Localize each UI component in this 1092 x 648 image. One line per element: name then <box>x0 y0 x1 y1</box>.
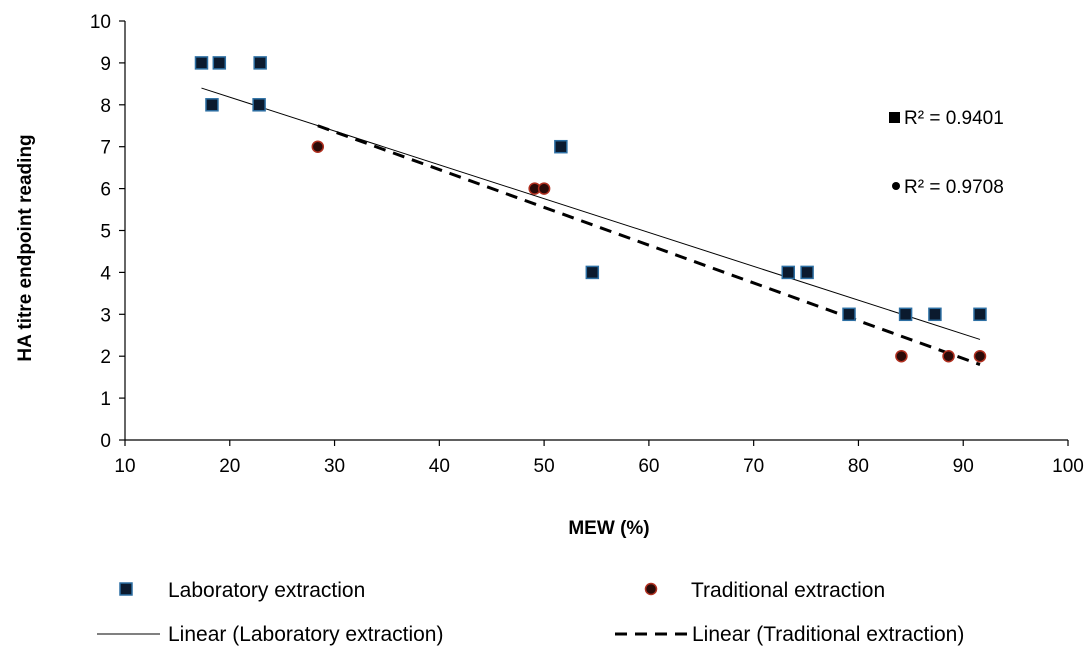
x-tick-label: 30 <box>324 456 345 477</box>
x-axis-title: MEW (%) <box>568 518 649 539</box>
r2-laboratory-text: R² = 0.9401 <box>904 108 1004 129</box>
x-tick-label: 100 <box>1052 456 1084 477</box>
y-tick-label: 2 <box>100 347 111 368</box>
y-tick-label: 6 <box>100 180 111 201</box>
y-tick-label: 0 <box>100 431 111 452</box>
x-tick-label: 20 <box>219 456 240 477</box>
point-laboratory <box>252 98 266 112</box>
r2-traditional-text: R² = 0.9708 <box>904 177 1004 198</box>
legend-label-linear-laboratory: Linear (Laboratory extraction) <box>168 623 443 646</box>
legend-item-linear-laboratory: Linear (Laboratory extraction) <box>97 623 443 646</box>
y-tick-label: 1 <box>100 389 111 410</box>
y-axis-title: HA titre endpoint reading <box>15 134 36 361</box>
x-tick-label: 10 <box>114 456 135 477</box>
data-points <box>194 56 987 363</box>
point-laboratory <box>781 265 795 280</box>
legend-item-linear-traditional: Linear (Traditional extraction) <box>615 623 964 646</box>
legend-item-traditional: Traditional extraction <box>644 579 885 602</box>
point-laboratory <box>585 265 600 280</box>
y-tick-label: 9 <box>100 54 111 75</box>
x-tick-label: 40 <box>429 456 450 477</box>
point-laboratory <box>554 139 568 154</box>
point-laboratory <box>253 56 267 70</box>
point-traditional <box>973 349 987 363</box>
r2-laboratory-marker <box>889 112 900 123</box>
point-laboratory <box>800 265 814 280</box>
legend-label-laboratory: Laboratory extraction <box>168 579 365 602</box>
r2-annotation-traditional: R² = 0.9708 <box>892 177 1004 198</box>
point-laboratory <box>928 307 942 322</box>
legend-label-traditional: Traditional extraction <box>691 579 885 602</box>
x-tick-label: 50 <box>534 456 555 477</box>
legend-square-marker <box>119 582 133 596</box>
point-laboratory <box>205 98 219 112</box>
point-laboratory <box>212 56 227 70</box>
y-tick-label: 10 <box>90 12 111 33</box>
axes: 10 20 30 40 50 60 70 80 90 100 0 1 2 3 4 5 6 7 8 9 10 <box>90 12 1084 477</box>
trendline-laboratory <box>201 87 981 340</box>
point-traditional <box>895 349 908 363</box>
point-laboratory <box>842 307 856 322</box>
y-tick-label: 3 <box>100 305 111 326</box>
trendlines <box>201 87 981 366</box>
point-traditional <box>942 349 955 363</box>
trendline-traditional <box>317 124 981 366</box>
y-tick-label: 8 <box>100 96 111 117</box>
r2-traditional-marker <box>892 182 900 190</box>
point-traditional <box>311 140 325 153</box>
x-tick-label: 60 <box>638 456 659 477</box>
r2-annotation-laboratory: R² = 0.9401 <box>889 108 1004 129</box>
point-laboratory <box>194 56 209 70</box>
x-tick-label: 80 <box>848 456 869 477</box>
x-tick-label: 90 <box>953 456 974 477</box>
legend-label-linear-traditional: Linear (Traditional extraction) <box>692 623 964 646</box>
point-laboratory <box>898 307 913 322</box>
y-tick-label: 5 <box>100 222 111 243</box>
y-tick-label: 7 <box>100 138 111 159</box>
legend-circle-marker <box>644 582 658 596</box>
point-laboratory <box>973 307 987 322</box>
legend: Laboratory extraction Traditional extrac… <box>97 579 964 646</box>
point-traditional <box>537 182 551 195</box>
y-tick-label: 4 <box>100 263 111 284</box>
legend-item-laboratory: Laboratory extraction <box>119 579 365 602</box>
x-tick-label: 70 <box>743 456 764 477</box>
